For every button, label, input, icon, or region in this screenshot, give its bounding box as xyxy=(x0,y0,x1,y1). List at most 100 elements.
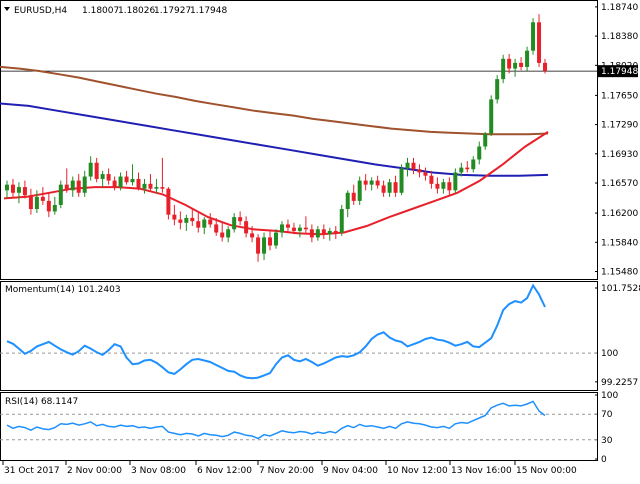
candle-body xyxy=(178,219,183,223)
candle-body xyxy=(399,168,404,193)
candle-body xyxy=(82,176,87,193)
candle-body xyxy=(112,180,117,188)
candle-body xyxy=(214,224,219,233)
candle-body xyxy=(393,182,398,193)
price-tick-label: 1.16200 xyxy=(601,209,638,219)
time-tick-label: 13 Nov 16:00 xyxy=(451,466,512,476)
candle-body xyxy=(190,217,195,222)
candle-body xyxy=(142,183,147,189)
candle-body xyxy=(411,162,416,170)
candle-body xyxy=(471,159,476,170)
candle-body xyxy=(4,184,9,191)
candle-body xyxy=(459,167,464,173)
candle-body xyxy=(118,176,123,188)
time-axis: 31 Oct 2017 2 Nov 00:00 3 Nov 08:00 6 Nov 1… xyxy=(2,461,577,476)
candle-body xyxy=(465,167,470,170)
candle-body xyxy=(327,230,332,235)
candle-body xyxy=(40,196,45,201)
candle-body xyxy=(357,180,362,201)
candle-body xyxy=(28,195,33,209)
candle-body xyxy=(58,184,63,205)
candle-body xyxy=(501,58,506,80)
candle-body xyxy=(46,200,51,212)
rsi-panel-frame xyxy=(0,392,598,461)
candle-body xyxy=(88,162,93,177)
price-panel-frame xyxy=(0,0,598,280)
time-tick-label: 2 Nov 00:00 xyxy=(67,466,122,476)
candle-body xyxy=(321,229,326,235)
momentum-tick-label: 100 xyxy=(601,349,618,359)
candle-body xyxy=(274,232,278,246)
time-tick-label: 3 Nov 08:00 xyxy=(131,466,186,476)
candle-body xyxy=(232,217,237,230)
candlesticks xyxy=(4,14,548,262)
momentum-axis: 101.7528 100 99.2257 xyxy=(0,284,640,388)
candle-body xyxy=(100,174,105,179)
candle-body xyxy=(130,178,135,183)
rsi-axis: 100 70 30 0 xyxy=(0,391,618,465)
time-tick-label: 6 Nov 12:00 xyxy=(197,466,252,476)
ohlc-low: 1.17927 xyxy=(154,6,191,16)
candle-body xyxy=(333,230,338,233)
candle-body xyxy=(363,180,368,185)
candle-body xyxy=(202,219,207,228)
candle-body xyxy=(453,172,458,191)
price-axis: 1.187401.183801.180201.176501.172901.169… xyxy=(0,3,638,278)
candle-body xyxy=(477,146,482,160)
moving-averages xyxy=(0,65,549,236)
candle-body xyxy=(441,182,446,189)
candle-body xyxy=(387,182,392,193)
rsi-tick-label: 30 xyxy=(601,436,613,446)
candle-body xyxy=(238,217,243,222)
candle-body xyxy=(483,133,488,147)
candle-body xyxy=(417,169,422,173)
rsi-line xyxy=(6,400,546,440)
candle-body xyxy=(339,209,344,233)
candle-body xyxy=(256,237,261,254)
momentum-tick-label: 99.2257 xyxy=(601,378,638,388)
candle-body xyxy=(172,214,177,220)
candle-body xyxy=(519,62,524,67)
candle-body xyxy=(34,196,39,209)
rsi-series xyxy=(6,400,546,440)
collapse-triangle-icon[interactable] xyxy=(4,7,10,11)
candle-body xyxy=(309,229,314,238)
candle-body xyxy=(291,227,296,231)
price-tick-label: 1.17290 xyxy=(601,121,638,131)
candle-body xyxy=(423,172,428,176)
time-tick-label: 31 Oct 2017 xyxy=(4,466,60,476)
candle-body xyxy=(250,233,255,238)
candle-body xyxy=(160,187,165,189)
time-tick-label: 10 Nov 12:00 xyxy=(387,466,448,476)
candle-body xyxy=(303,227,308,230)
candle-body xyxy=(375,180,380,186)
rsi-title: RSI(14) 68.1147 xyxy=(5,397,78,407)
candle-body xyxy=(531,22,536,51)
momentum-tick-label: 101.7528 xyxy=(601,284,640,294)
last-price-tag xyxy=(598,65,638,78)
time-tick-label: 9 Nov 04:00 xyxy=(323,466,378,476)
candle-body xyxy=(351,192,356,201)
candle-body xyxy=(315,229,320,238)
rsi-tick-label: 70 xyxy=(601,410,613,420)
candle-body xyxy=(489,99,494,134)
momentum-panel-frame xyxy=(0,281,598,391)
candle-body xyxy=(70,180,75,191)
candle-body xyxy=(94,162,99,179)
candle-body xyxy=(208,219,213,225)
candle-body xyxy=(136,178,141,189)
rsi-tick-label: 0 xyxy=(601,455,607,465)
candle-body xyxy=(196,221,201,228)
ohlc-close: 1.17948 xyxy=(190,6,227,16)
candle-body xyxy=(226,229,231,238)
price-tick-label: 1.15840 xyxy=(601,238,638,248)
price-tick-label: 1.18380 xyxy=(601,32,638,42)
candle-body xyxy=(513,62,518,69)
ohlc-high: 1.18026 xyxy=(118,6,155,16)
candle-body xyxy=(64,184,69,191)
candle-body xyxy=(106,174,111,181)
price-tick-label: 1.16570 xyxy=(601,179,638,189)
moving-average-line xyxy=(0,102,549,177)
candle-body xyxy=(495,79,500,100)
